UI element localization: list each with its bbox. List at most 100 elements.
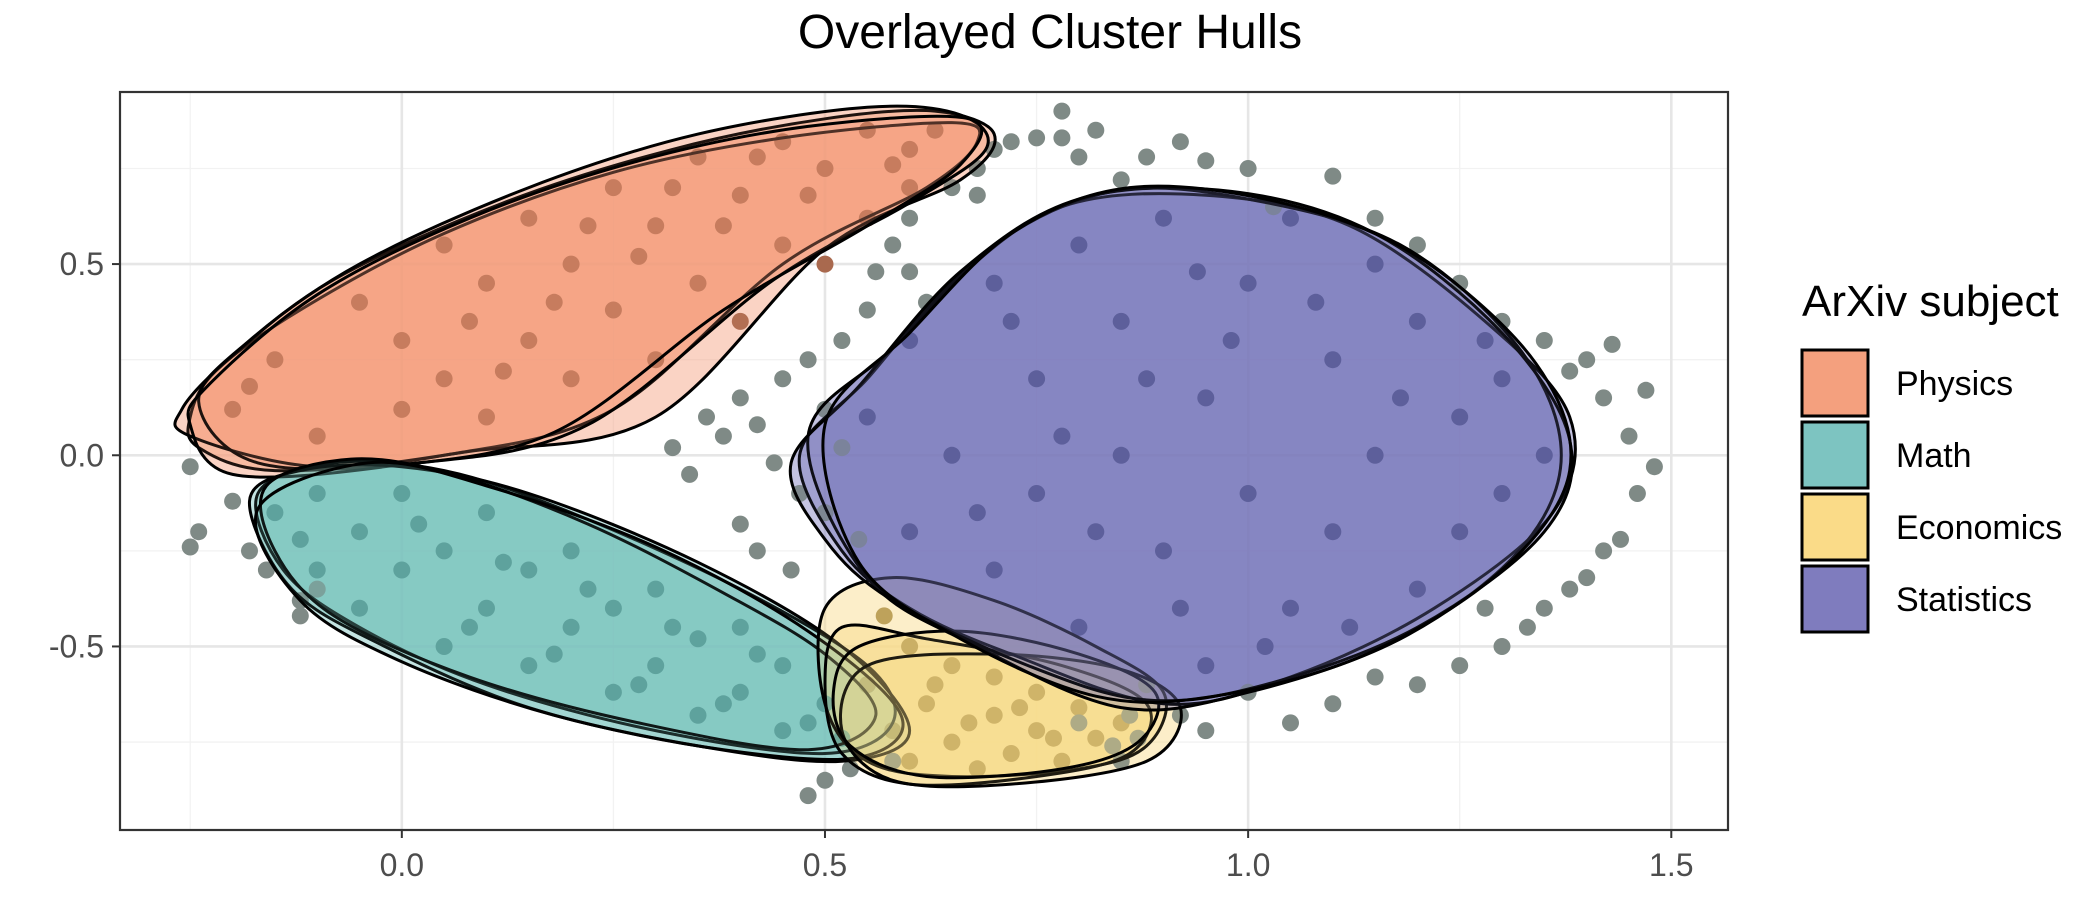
point-math <box>774 657 792 675</box>
legend-item-statistics: Statistics <box>1800 564 2032 634</box>
legend-key-physics <box>1800 348 1870 418</box>
point-unassigned <box>1493 312 1511 330</box>
point-economics <box>1011 699 1029 717</box>
point-math <box>562 542 580 560</box>
point-physics <box>562 255 580 273</box>
point-statistics <box>1282 209 1299 227</box>
point-unassigned <box>1112 171 1130 189</box>
point-math <box>689 706 707 724</box>
point-math <box>308 485 326 502</box>
x-tick-label: 1.0 <box>1226 847 1270 883</box>
point-statistics <box>1028 485 1046 502</box>
point-physics <box>926 121 944 139</box>
point-unassigned <box>867 263 885 281</box>
x-tick-label: 0.5 <box>803 847 847 883</box>
y-tick-label: 0.0 <box>60 437 104 473</box>
x-tick-label: 1.5 <box>1649 847 1693 883</box>
point-unassigned <box>1087 121 1105 139</box>
point-unassigned <box>1603 335 1621 353</box>
scatter-points <box>181 102 1663 805</box>
hull-fill-math <box>260 458 876 750</box>
point-statistics <box>1408 580 1426 598</box>
point-statistics <box>1451 523 1469 541</box>
point-physics <box>562 370 580 388</box>
point-unassigned <box>765 454 783 472</box>
point-economics <box>985 706 1003 724</box>
point-physics <box>901 140 919 158</box>
point-unassigned <box>190 523 208 541</box>
point-math <box>774 722 792 740</box>
chart-title: Overlayed Cluster Hulls <box>798 6 1302 59</box>
point-unassigned <box>901 263 919 281</box>
point-math <box>478 599 495 617</box>
point-economics <box>960 714 978 732</box>
point-physics <box>816 255 834 273</box>
point-math <box>799 714 817 732</box>
point-statistics <box>1197 389 1215 407</box>
y-tick-label: -0.5 <box>49 628 104 664</box>
legend-title: ArXiv subject <box>1802 277 2059 326</box>
point-unassigned <box>782 561 800 579</box>
point-unassigned <box>1070 714 1088 732</box>
hull-outline-math <box>254 460 905 762</box>
legend-label-statistics: Statistics <box>1896 581 2032 619</box>
point-statistics <box>1307 293 1325 311</box>
hull-fill-economics <box>825 624 1152 786</box>
point-math <box>291 530 309 548</box>
point-math <box>435 542 453 560</box>
point-math <box>714 695 732 713</box>
point-math <box>748 645 766 663</box>
point-economics <box>875 607 893 625</box>
point-unassigned <box>1171 133 1189 151</box>
point-statistics <box>1028 370 1046 388</box>
point-math <box>731 618 749 636</box>
point-physics <box>774 236 792 254</box>
y-tick-label: 0.5 <box>60 246 104 282</box>
point-statistics <box>1408 312 1426 330</box>
hull-fill-physics <box>187 122 980 471</box>
point-math <box>351 599 368 617</box>
point-unassigned <box>1028 129 1046 147</box>
point-unassigned <box>901 209 919 227</box>
point-physics <box>308 427 326 445</box>
point-statistics <box>1341 618 1359 636</box>
point-physics <box>604 301 622 319</box>
point-physics <box>731 186 749 204</box>
grid-lines <box>120 92 1728 830</box>
hull-fill-math <box>255 461 896 754</box>
point-unassigned <box>1104 737 1122 755</box>
point-math <box>579 580 597 598</box>
point-unassigned <box>1002 133 1020 151</box>
point-physics <box>901 179 919 197</box>
legend-items: Physics Math Economics Statistics <box>1800 348 2062 634</box>
point-physics <box>714 217 732 235</box>
point-unassigned <box>1535 599 1553 617</box>
legend-key-math <box>1800 420 1870 490</box>
point-unassigned <box>1493 638 1511 655</box>
hull-outline-economics <box>831 629 1161 780</box>
point-unassigned <box>1578 351 1596 369</box>
point-unassigned <box>1578 569 1596 587</box>
point-unassigned <box>308 580 326 598</box>
point-statistics <box>1324 523 1342 541</box>
point-statistics <box>1239 274 1257 292</box>
point-unassigned <box>1239 160 1257 177</box>
point-unassigned <box>850 530 868 548</box>
point-statistics <box>1188 263 1206 281</box>
point-statistics <box>1493 485 1511 502</box>
point-physics <box>664 179 682 197</box>
point-physics <box>647 217 665 235</box>
point-statistics <box>1535 446 1553 464</box>
point-statistics <box>1366 446 1384 464</box>
point-math <box>435 638 453 655</box>
point-unassigned <box>748 416 766 434</box>
legend-label-math: Math <box>1896 437 1972 475</box>
point-statistics <box>1256 638 1274 655</box>
hull-outlines <box>173 104 1577 789</box>
point-physics <box>520 332 538 349</box>
point-unassigned <box>291 607 309 625</box>
point-unassigned <box>1053 102 1071 120</box>
point-physics <box>630 247 648 265</box>
legend: ArXiv subject Physics Math Economics Statis… <box>1800 277 2062 634</box>
point-statistics <box>1197 657 1215 675</box>
